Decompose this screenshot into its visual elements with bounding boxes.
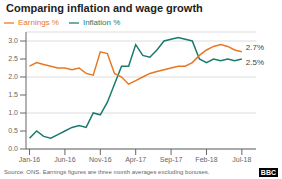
html-text:Inflation %: Inflation % — [82, 18, 121, 28]
svg-text:1.0: 1.0 — [8, 109, 18, 116]
svg-text:3.0: 3.0 — [8, 37, 18, 44]
svg-text:2.5: 2.5 — [8, 55, 18, 62]
svg-text:2.7%: 2.7% — [246, 43, 264, 52]
svg-text:Sep-17: Sep-17 — [160, 156, 183, 164]
svg-text:2.0: 2.0 — [8, 73, 18, 80]
svg-text:Jan-16: Jan-16 — [19, 156, 41, 163]
html-text:Earnings %: Earnings % — [18, 18, 59, 28]
svg-text:Feb-18: Feb-18 — [195, 156, 217, 163]
svg-text:Apr-17: Apr-17 — [125, 156, 146, 164]
svg-text:0.5: 0.5 — [8, 127, 18, 134]
svg-text:Nov-16: Nov-16 — [89, 156, 112, 163]
svg-text:Jun-16: Jun-16 — [54, 156, 76, 163]
html-text:BBC: BBC — [260, 169, 276, 176]
html-text:Source: ONS. Earnings figures: Source: ONS. Earnings figures are three … — [4, 169, 210, 175]
svg-text:1.5: 1.5 — [8, 91, 18, 98]
svg-text:0.0: 0.0 — [8, 145, 18, 152]
svg-text:2.5%: 2.5% — [246, 58, 264, 67]
svg-text:Jul-18: Jul-18 — [232, 156, 251, 163]
html-text:Comparing inflation and wage g: Comparing inflation and wage growth — [6, 2, 203, 14]
